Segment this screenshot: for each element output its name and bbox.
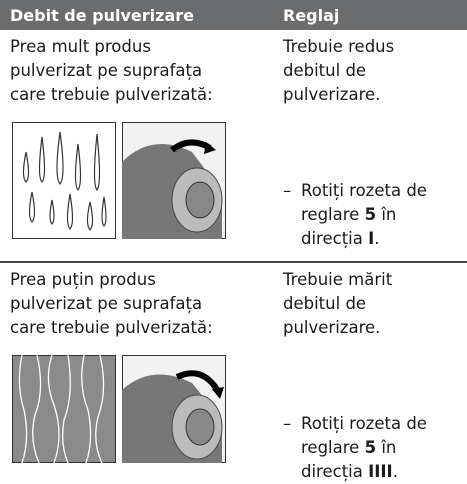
instruction-text: Rotiți rozeta de reglare xyxy=(301,181,427,224)
instruction-end: . xyxy=(392,462,398,481)
bullet-dash: – xyxy=(283,181,292,200)
header-cell: Reglaj xyxy=(283,6,340,25)
row-separator xyxy=(0,261,467,263)
remedy-cell: Trebuie mărit debitul de pulverizare. xyxy=(283,268,392,340)
text-line: pulverizat pe suprafața xyxy=(10,61,203,80)
table-header: Debit de pulverizare Reglaj xyxy=(0,0,467,30)
direction-mark: IIII xyxy=(368,462,393,481)
direction-mark: I xyxy=(368,229,375,248)
text-line: Trebuie mărit xyxy=(283,270,393,289)
text-line: pulverizare. xyxy=(283,85,381,104)
text-line: debitul de xyxy=(283,294,367,313)
problem-cell: Prea mult produs pulverizat pe suprafața c… xyxy=(10,35,213,107)
instruction-text: în direcția xyxy=(301,205,397,248)
remedy-cell: Trebuie redus debitul de pulverizare. xyxy=(283,35,394,107)
text-line: debitul de xyxy=(283,61,367,80)
header-cell: Debit de pulverizare xyxy=(10,6,194,25)
text-line: Prea mult produs xyxy=(10,37,151,56)
text-line: pulverizare. xyxy=(283,318,381,337)
text-line: Trebuie redus xyxy=(283,37,395,56)
spray-gun-image xyxy=(122,355,226,463)
instruction: – Rotiți rozeta de reglare 5 în direcția … xyxy=(283,412,463,484)
text-line: Prea puțin produs xyxy=(10,270,156,289)
text-line: care trebuie pulverizată: xyxy=(10,85,213,104)
instruction: – Rotiți rozeta de reglare 5 în direcția … xyxy=(283,179,463,251)
problem-cell: Prea puțin produs pulverizat pe suprafața… xyxy=(10,268,213,340)
instruction-text: Rotiți rozeta de reglare xyxy=(301,414,427,457)
streaks-image xyxy=(12,355,116,463)
spray-gun-image xyxy=(122,122,226,239)
knob-number: 5 xyxy=(364,205,377,224)
knob-number: 5 xyxy=(364,438,377,457)
instruction-end: . xyxy=(374,229,380,248)
bullet-dash: – xyxy=(283,414,292,433)
drops-image xyxy=(12,122,116,239)
text-line: care trebuie pulverizată: xyxy=(10,318,213,337)
text-line: pulverizat pe suprafața xyxy=(10,294,203,313)
